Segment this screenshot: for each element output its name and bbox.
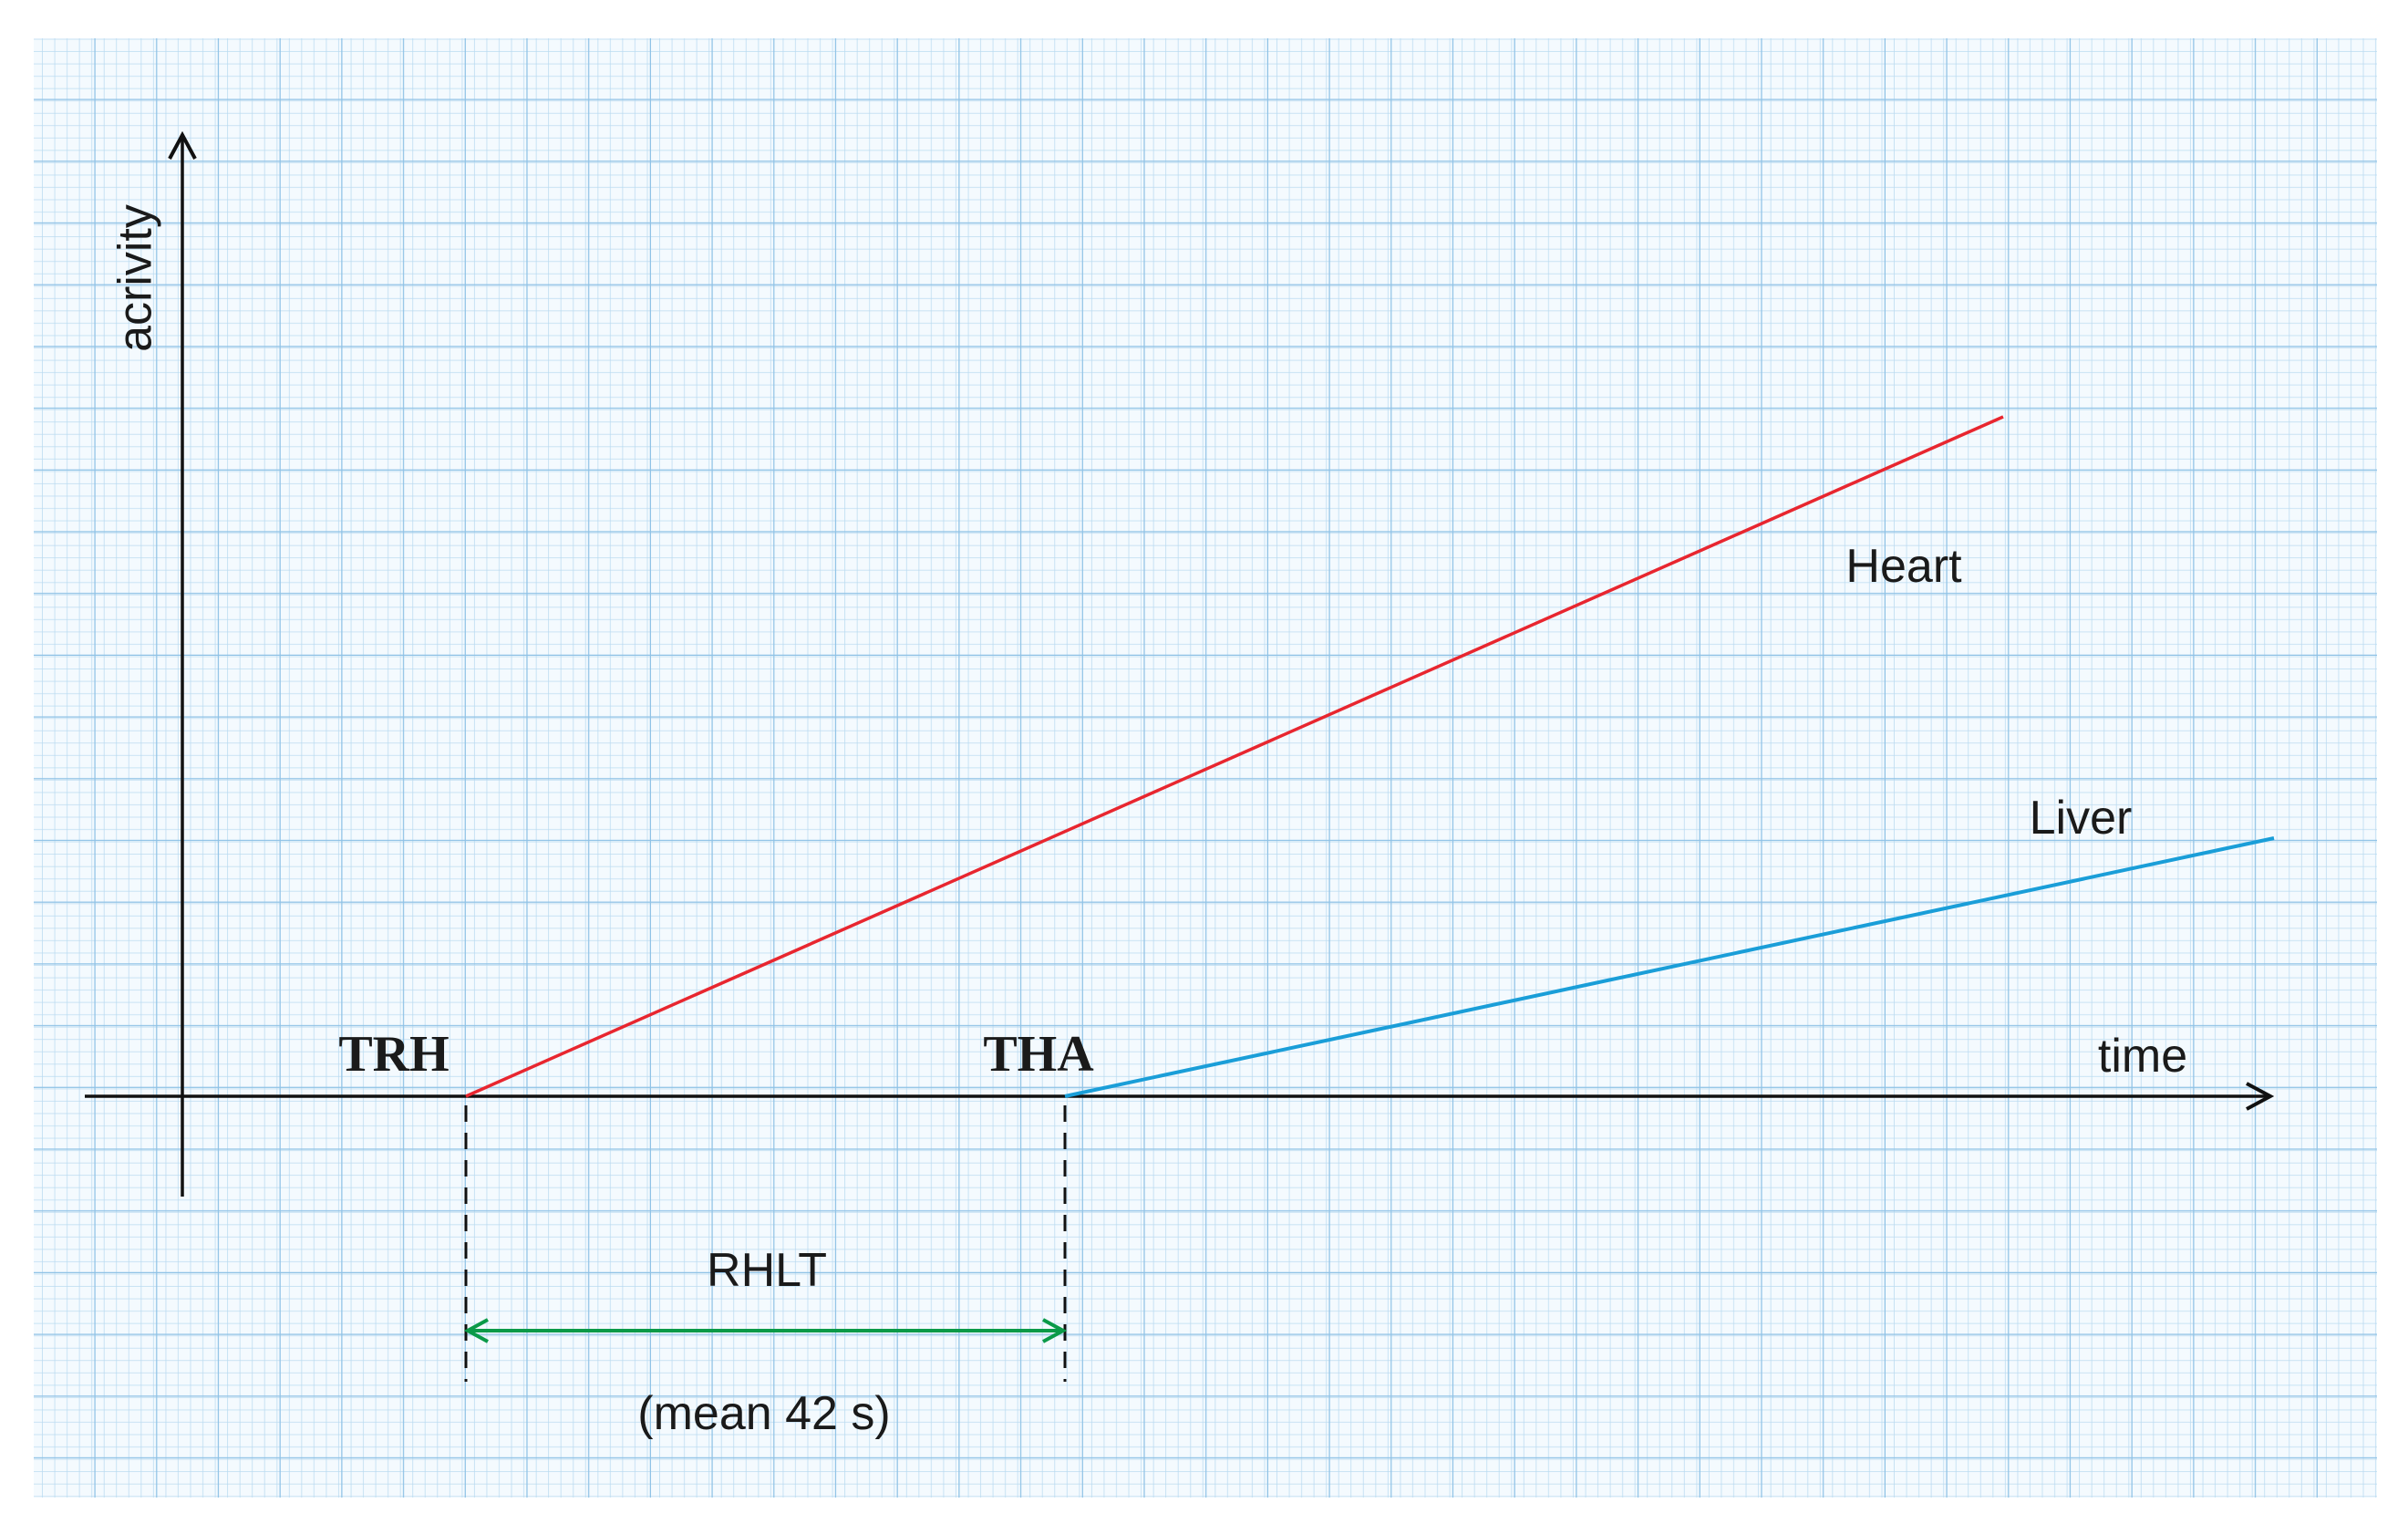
trh-label: TRH [338, 1026, 449, 1083]
interval-label: RHLT [707, 1244, 827, 1297]
x-axis-label: time [2098, 1030, 2187, 1083]
y-axis-label: acrivity [109, 204, 162, 352]
interval-note: (mean 42 s) [637, 1387, 890, 1440]
liver-curve [1064, 836, 2275, 1098]
tha-label: THA [983, 1026, 1094, 1083]
heart-curve [465, 415, 2004, 1098]
heart-label: Heart [1845, 540, 1962, 593]
liver-label: Liver [2030, 792, 2133, 845]
